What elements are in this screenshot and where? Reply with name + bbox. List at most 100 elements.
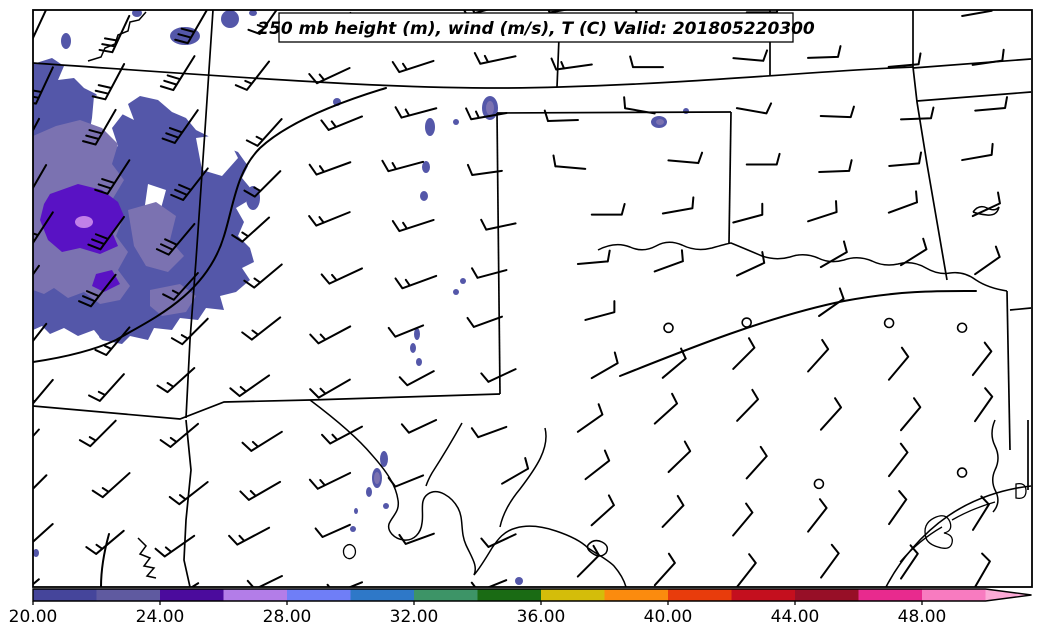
wind-barb: [161, 109, 199, 144]
wind-barb: [239, 480, 282, 501]
wind-barb: [33, 428, 40, 438]
wind-barb: [819, 240, 848, 269]
colorbar-segment: [223, 589, 287, 601]
calm-wind-circle: [663, 322, 674, 334]
shade-spot-20-22: [420, 191, 428, 201]
wind-barb: [82, 108, 117, 146]
colorbar-segment: [160, 589, 224, 601]
wind-barb: [888, 10, 891, 11]
wind-barb: [94, 326, 131, 356]
state-border-line: [916, 91, 1032, 102]
wind-barb: [888, 490, 908, 526]
wind-barbs: [33, 10, 1008, 587]
wind-barb: [552, 154, 587, 170]
wind-barb: [231, 216, 271, 243]
height-contours: [33, 87, 977, 587]
shade-spot-20-22: [33, 549, 39, 557]
wind-barb: [818, 287, 845, 318]
colorbar-segment: [922, 589, 986, 601]
wind-barb: [308, 211, 351, 227]
river-line: [991, 419, 999, 513]
shade-spot-20-22: [380, 451, 388, 467]
colorbar-arrow: [985, 589, 1032, 601]
wind-barb: [33, 164, 48, 190]
wind-barb: [974, 96, 1008, 112]
colorbar-segment: [287, 589, 351, 601]
wind-barb: [547, 10, 570, 14]
wind-barb: [887, 442, 909, 478]
wind-barb: [466, 163, 503, 176]
shade-spot-20-22: [350, 526, 356, 532]
calm-wind-circle: [956, 322, 968, 334]
wind-barb: [576, 544, 600, 578]
wind-barb: [159, 55, 196, 92]
colorbar-tick-label: 20.00: [9, 607, 58, 627]
wind-barb: [174, 10, 209, 45]
wind-barb: [971, 191, 1001, 218]
wind-barb: [387, 324, 425, 338]
state-borders: [33, 10, 1032, 587]
calm-wind-circle: [883, 317, 895, 329]
colorbar-segment: [858, 589, 922, 601]
wind-barb: [245, 118, 283, 147]
wind-barb: [961, 142, 994, 162]
wind-barb: [470, 267, 508, 279]
wind-barb: [735, 102, 773, 115]
colorbar-tick-label: 40.00: [644, 607, 693, 627]
wind-barb: [247, 10, 278, 35]
wind-barb: [155, 222, 196, 256]
wind-barb: [899, 544, 919, 580]
wind-barb: [888, 151, 923, 167]
river-line: [137, 537, 157, 579]
title-box-border: [278, 12, 794, 43]
coastline: [951, 501, 996, 521]
shade-spot-20-22: [425, 118, 435, 136]
coastline: [924, 515, 953, 549]
wind-barb: [543, 109, 579, 123]
river-line: [586, 539, 609, 557]
colorbar-segment: [731, 589, 795, 601]
wind-barb: [400, 419, 438, 434]
state-border-line: [33, 62, 914, 89]
map-frame: [32, 9, 1033, 588]
wind-barb: [314, 523, 351, 538]
shade-spot-20-22: [99, 333, 105, 339]
shade-spot-20-22: [221, 10, 239, 28]
wind-barb: [584, 449, 611, 481]
shade-spot-20-22: [354, 508, 358, 514]
shade-spot-20-22: [422, 161, 430, 173]
wind-barb: [170, 167, 209, 201]
wind-barb: [98, 14, 131, 54]
shade-hole: [196, 134, 238, 176]
wind-barb: [653, 552, 676, 587]
wind-barb: [87, 215, 125, 251]
shade-spot-20-22: [453, 119, 459, 125]
wind-barb: [229, 374, 271, 398]
wind-barb: [241, 430, 283, 452]
coastline: [899, 526, 943, 563]
shade-spot-20-22: [460, 278, 466, 284]
wind-barb: [973, 552, 991, 587]
wind-barb: [308, 161, 352, 176]
wind-barb: [78, 419, 117, 448]
coastline: [342, 543, 357, 560]
state-border-line: [309, 393, 501, 401]
state-border-line: [912, 58, 1032, 69]
wind-barb: [91, 472, 131, 499]
wind-barb: [590, 351, 619, 380]
shade-spot-20-22: [410, 343, 416, 353]
wind-barb: [394, 274, 438, 290]
shade-spot-20-22: [140, 330, 148, 336]
wind-barb: [162, 272, 199, 301]
wind-barb: [807, 45, 842, 59]
wind-barb: [33, 211, 54, 245]
wind-barb: [899, 237, 928, 267]
wind-barb: [590, 494, 615, 527]
colorbar-outline: [32, 588, 1032, 602]
wind-barb: [243, 170, 282, 198]
colorbar-tick-label: 48.00: [898, 607, 947, 627]
state-border-line: [728, 111, 732, 244]
colorbar-segment: [668, 589, 732, 601]
coastline: [1015, 483, 1027, 499]
state-border-line: [185, 10, 214, 419]
